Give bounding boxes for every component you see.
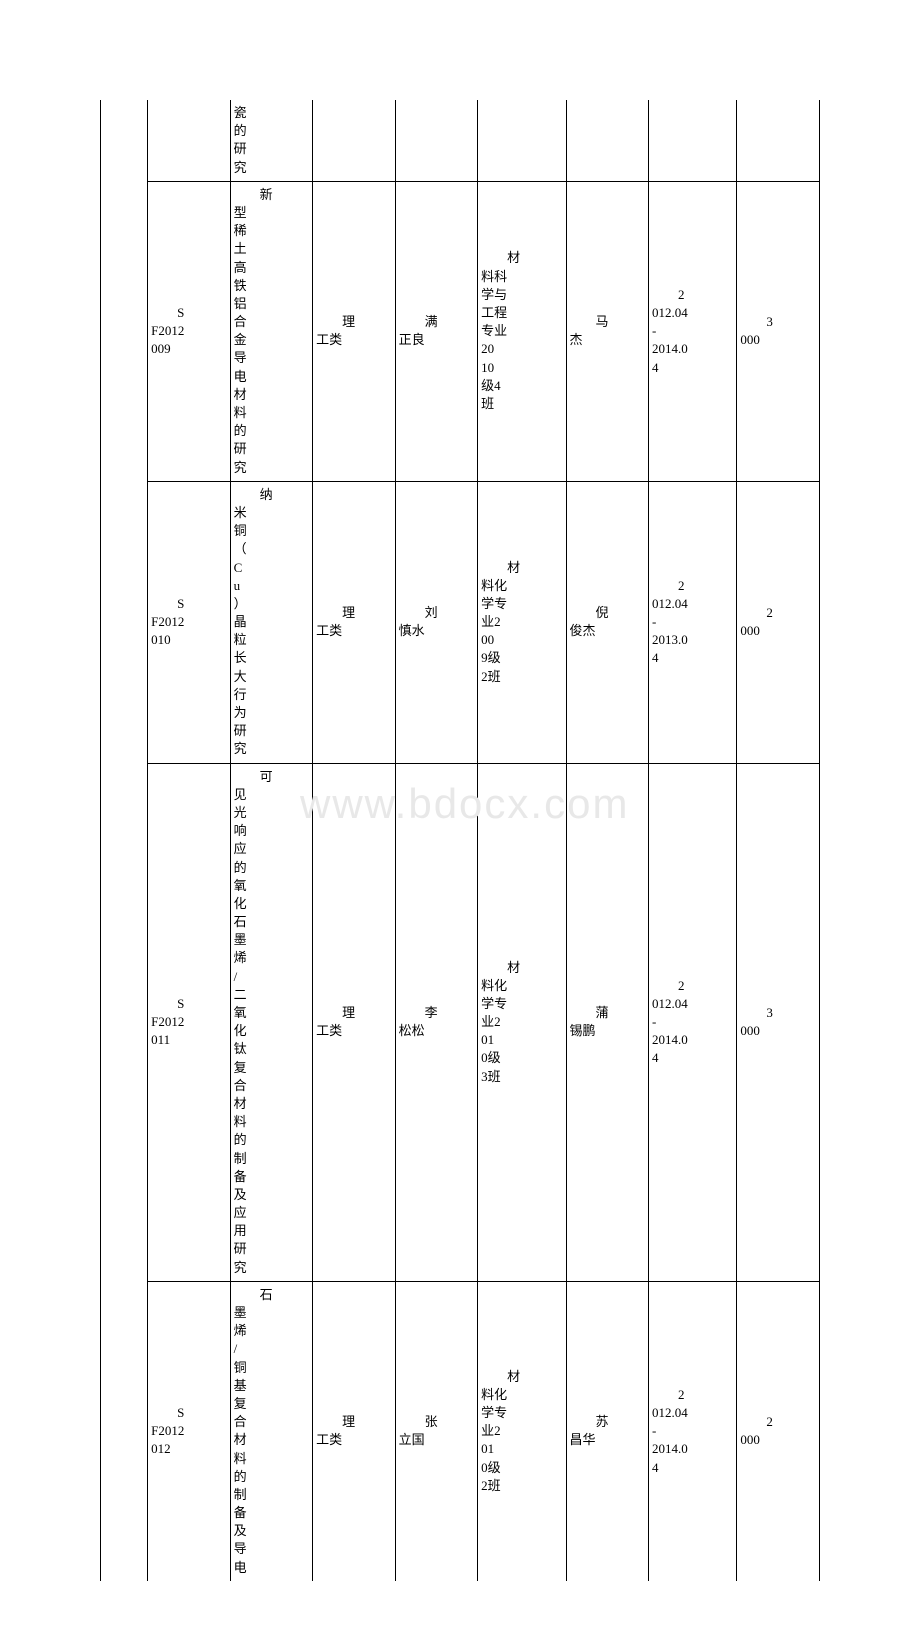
- cell-date: 2012.04-2014.04: [649, 181, 737, 481]
- cell-date: [649, 100, 737, 181]
- cell-dept: 材料化学专业2010级2班: [478, 1281, 566, 1581]
- table-container: www.bdocx.com 瓷的研究SF2012009新型稀土高铁铝合金导电材料…: [100, 100, 820, 1581]
- cell-id: [148, 100, 231, 181]
- cell-name1: 李松松: [395, 763, 478, 1281]
- cell-name2: 蒲锡鹏: [566, 763, 649, 1281]
- cell-id: SF2012009: [148, 181, 231, 481]
- cell-amount: [737, 100, 820, 181]
- cell-amount: 3000: [737, 181, 820, 481]
- cell-dept: 材料科学与工程专业2010级4班: [478, 181, 566, 481]
- cell-date: 2012.04-2014.04: [649, 763, 737, 1281]
- cell-amount: 3000: [737, 763, 820, 1281]
- cell-id: SF2012012: [148, 1281, 231, 1581]
- cell-category: 理工类: [313, 181, 396, 481]
- empty-cell: [101, 100, 148, 1581]
- table-row: SF2012009新型稀土高铁铝合金导电材料的研究理工类满正良材料科学与工程专业…: [101, 181, 820, 481]
- cell-date: 2012.04-2014.04: [649, 1281, 737, 1581]
- cell-category: 理工类: [313, 763, 396, 1281]
- cell-dept: 材料化学专业2010级3班: [478, 763, 566, 1281]
- cell-name2: 倪俊杰: [566, 481, 649, 763]
- cell-title: 瓷的研究: [230, 100, 313, 181]
- cell-name2: [566, 100, 649, 181]
- cell-name1: [395, 100, 478, 181]
- table-row: SF2012010纳米铜（Cu）晶粒长大行为研究理工类刘慎水材料化学专业2009…: [101, 481, 820, 763]
- cell-amount: 2000: [737, 1281, 820, 1581]
- cell-title: 可见光响应的氧化石墨烯/二氧化钛复合材料的制备及应用研究: [230, 763, 313, 1281]
- table-row: SF2012012石墨烯/铜基复合材料的制备及导电理工类张立国材料化学专业201…: [101, 1281, 820, 1581]
- cell-amount: 2000: [737, 481, 820, 763]
- cell-name1: 满正良: [395, 181, 478, 481]
- cell-name1: 刘慎水: [395, 481, 478, 763]
- cell-title: 纳米铜（Cu）晶粒长大行为研究: [230, 481, 313, 763]
- table-row: 瓷的研究: [101, 100, 820, 181]
- cell-dept: [478, 100, 566, 181]
- cell-id: SF2012011: [148, 763, 231, 1281]
- cell-name1: 张立国: [395, 1281, 478, 1581]
- cell-date: 2012.04-2013.04: [649, 481, 737, 763]
- cell-title: 新型稀土高铁铝合金导电材料的研究: [230, 181, 313, 481]
- cell-dept: 材料化学专业2009级2班: [478, 481, 566, 763]
- cell-name2: 马杰: [566, 181, 649, 481]
- table-row: SF2012011可见光响应的氧化石墨烯/二氧化钛复合材料的制备及应用研究理工类…: [101, 763, 820, 1281]
- cell-category: 理工类: [313, 481, 396, 763]
- cell-category: [313, 100, 396, 181]
- data-table: 瓷的研究SF2012009新型稀土高铁铝合金导电材料的研究理工类满正良材料科学与…: [100, 100, 820, 1581]
- cell-title: 石墨烯/铜基复合材料的制备及导电: [230, 1281, 313, 1581]
- cell-name2: 苏昌华: [566, 1281, 649, 1581]
- cell-category: 理工类: [313, 1281, 396, 1581]
- cell-id: SF2012010: [148, 481, 231, 763]
